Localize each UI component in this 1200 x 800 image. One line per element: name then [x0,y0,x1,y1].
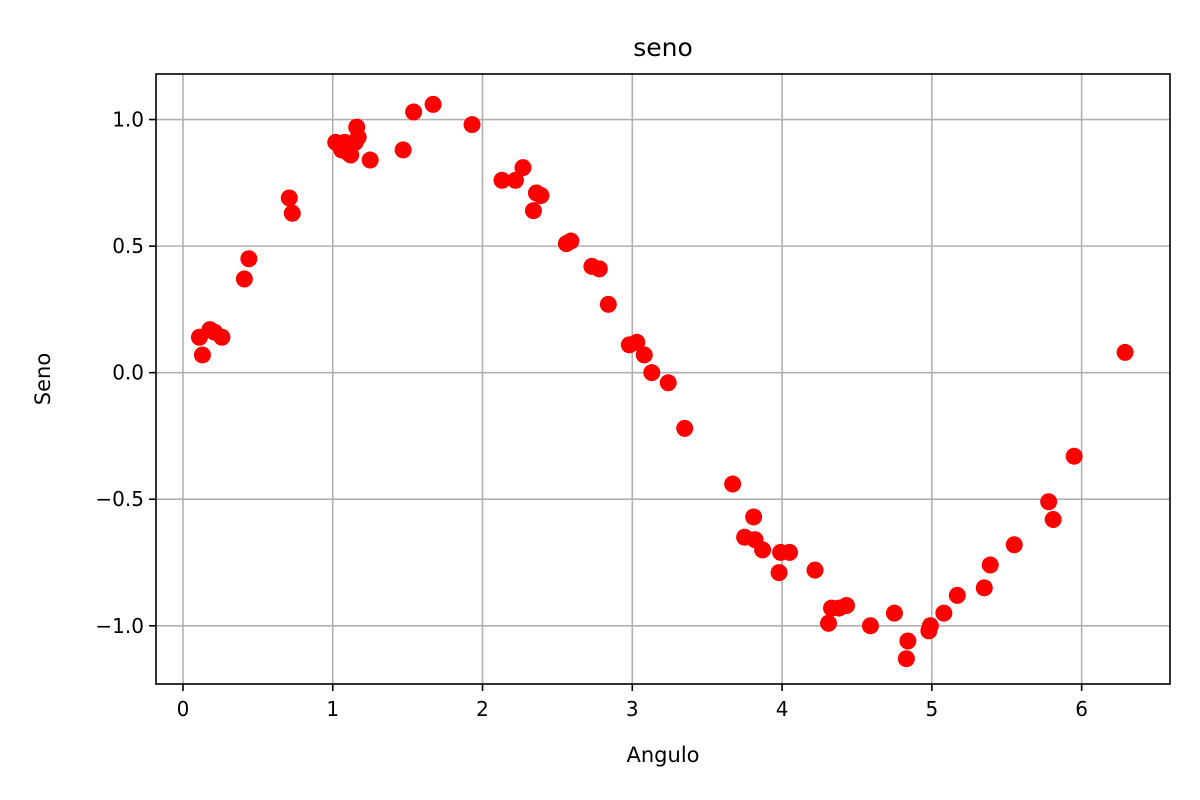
data-point [643,364,661,382]
data-point [1116,343,1134,361]
data-point [806,561,824,579]
chart-title: seno [633,33,693,62]
data-point [506,171,524,189]
data-point [724,475,742,493]
data-point [921,617,939,635]
data-point [590,260,608,278]
data-point [349,128,367,146]
data-point [280,189,298,207]
data-point [659,374,677,392]
data-point [861,617,879,635]
data-point [975,579,993,597]
data-point [897,650,915,668]
data-point [745,508,763,526]
plot-frame [155,73,1171,685]
y-axis-label: Seno [31,353,55,405]
data-point [213,328,231,346]
data-point [524,202,542,220]
data-point [405,103,423,121]
x-axis-label: Angulo [627,743,700,767]
data-point [885,604,903,622]
data-point [628,333,646,351]
data-point [770,564,788,582]
x-tick-label: 6 [1075,697,1088,721]
data-point [948,586,966,604]
data-point [193,346,211,364]
data-point [837,597,855,615]
data-point [1065,447,1083,465]
x-tick-label: 3 [626,697,639,721]
data-point [899,632,917,650]
x-tick-label: 5 [925,697,938,721]
y-tick-label: −0.5 [95,487,144,511]
data-point [754,541,772,559]
data-point [463,116,481,134]
y-tick-label: 0.5 [112,234,144,258]
grid-lines [156,74,1170,684]
y-tick-label: 0.0 [112,361,144,385]
axis-ticks: 0 1 2 3 4 5 6 1.0 0.5 0.0 −0.5 −1.0 [95,108,1088,721]
x-tick-label: 4 [776,697,789,721]
data-point [493,171,511,189]
data-point [1040,493,1058,511]
y-tick-label: 1.0 [112,108,144,132]
y-tick-label: −1.0 [95,614,144,638]
data-point [781,543,799,561]
data-point [532,186,550,204]
data-point [1005,536,1023,554]
data-point [283,204,301,222]
data-point [981,556,999,574]
data-point [514,159,532,177]
x-tick-label: 2 [476,697,489,721]
data-point [820,614,838,632]
x-tick-label: 1 [326,697,339,721]
x-tick-label: 0 [177,697,190,721]
data-point [394,141,412,159]
data-point [562,232,580,250]
data-point [424,95,442,113]
data-point [235,270,253,288]
data-point [1044,510,1062,528]
data-point [240,250,258,268]
data-point [599,295,617,313]
data-point [676,419,694,437]
data-point [361,151,379,169]
data-point [935,604,953,622]
data-point [635,346,653,364]
data-points [190,95,1134,668]
